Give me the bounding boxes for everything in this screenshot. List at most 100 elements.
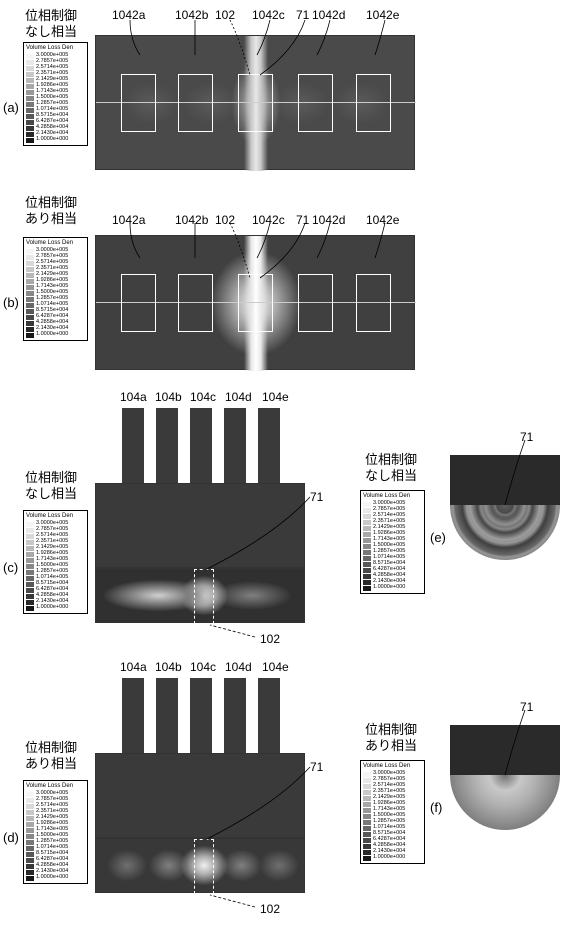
legend-swatch — [26, 546, 34, 551]
legend-f: Volume Loss Den 3.0000e+0052.7857e+0052.… — [360, 760, 425, 864]
bar-d-2 — [190, 678, 212, 753]
legend-swatch — [363, 556, 371, 561]
legend-a: Volume Loss Den 3.0000e+0052.7857e+0052.… — [23, 42, 88, 146]
legend-swatch — [26, 876, 34, 881]
rect-a-2 — [238, 74, 273, 132]
legend-swatch — [26, 810, 34, 815]
panel-label-a: (a) — [3, 100, 19, 115]
legend-row: 1.0000e+000 — [26, 332, 85, 338]
legend-swatch — [26, 564, 34, 569]
rect-a-3 — [298, 74, 333, 132]
legend-swatch — [26, 120, 34, 125]
legend-swatch — [26, 132, 34, 137]
legend-swatch — [363, 526, 371, 531]
legend-swatch — [363, 772, 371, 777]
legend-swatch — [363, 778, 371, 783]
legend-swatch — [26, 822, 34, 827]
legend-row: 1.0000e+000 — [363, 585, 422, 591]
legend-body-d: 3.0000e+0052.7857e+0052.5714e+0052.3571e… — [26, 791, 85, 881]
rect-a-4 — [356, 74, 391, 132]
legend-swatch — [26, 576, 34, 581]
legend-swatch — [26, 297, 34, 302]
title-f: 位相制御あり相当 — [365, 722, 417, 753]
lbl-c-0: 104a — [120, 390, 147, 404]
legend-title-f: Volume Loss Den — [363, 763, 422, 769]
legend-swatch — [26, 66, 34, 71]
bar-d-3 — [224, 678, 246, 753]
legend-swatch — [26, 858, 34, 863]
legend-body-b: 3.0000e+0052.7857e+0052.5714e+0052.3571e… — [26, 248, 85, 338]
legend-swatch — [26, 102, 34, 107]
legend-swatch — [363, 790, 371, 795]
bar-d-4 — [258, 678, 280, 753]
legend-swatch — [26, 798, 34, 803]
bar-c-3 — [224, 408, 246, 483]
legend-title-c: Volume Loss Den — [26, 513, 85, 519]
legend-swatch — [363, 520, 371, 525]
legend-body-a: 3.0000e+0052.7857e+0052.5714e+0052.3571e… — [26, 53, 85, 143]
legend-swatch — [363, 574, 371, 579]
legend-swatch — [26, 852, 34, 857]
legend-swatch — [363, 562, 371, 567]
rect-a-1 — [178, 74, 213, 132]
legend-body-f: 3.0000e+0052.7857e+0052.5714e+0052.3571e… — [363, 771, 422, 861]
panel-label-f: (f) — [430, 800, 442, 815]
semi-wrap-f — [450, 775, 560, 845]
bar-c-1 — [156, 408, 178, 483]
legend-swatch — [363, 838, 371, 843]
legend-row: 1.0000e+000 — [26, 137, 85, 143]
legend-swatch — [26, 96, 34, 101]
legend-swatch — [363, 802, 371, 807]
legend-swatch — [26, 594, 34, 599]
lbl-c-1: 104b — [155, 390, 182, 404]
legend-swatch — [26, 249, 34, 254]
legend-swatch — [26, 291, 34, 296]
legend-swatch — [26, 255, 34, 260]
legend-value: 1.0000e+000 — [36, 137, 68, 143]
lbl-d-1: 104b — [155, 660, 182, 674]
legend-value: 1.0000e+000 — [373, 585, 405, 591]
legend-swatch — [363, 538, 371, 543]
leaders-f — [450, 708, 570, 778]
legend-swatch — [26, 522, 34, 527]
legend-body-e: 3.0000e+0052.7857e+0052.5714e+0052.3571e… — [363, 501, 422, 591]
bar-c-0 — [122, 408, 144, 483]
legend-swatch — [26, 528, 34, 533]
title-e: 位相制御なし相当 — [365, 452, 417, 483]
legend-swatch — [26, 558, 34, 563]
legend-swatch — [26, 864, 34, 869]
legend-swatch — [26, 828, 34, 833]
legend-swatch — [26, 78, 34, 83]
panel-label-b: (b) — [3, 295, 19, 310]
legend-swatch — [26, 606, 34, 611]
bar-c-2 — [190, 408, 212, 483]
legend-value: 1.0000e+000 — [36, 332, 68, 338]
legend-value: 1.0000e+000 — [36, 605, 68, 611]
legend-swatch — [26, 570, 34, 575]
legend-swatch — [363, 856, 371, 861]
lbl-d-4: 104e — [262, 660, 289, 674]
legend-swatch — [26, 816, 34, 821]
lbl-c-4: 104e — [262, 390, 289, 404]
legend-swatch — [363, 550, 371, 555]
legend-c: Volume Loss Den 3.0000e+0052.7857e+0052.… — [23, 510, 88, 614]
legend-swatch — [363, 844, 371, 849]
semi-wrap-e — [450, 505, 560, 575]
panel-label-c: (c) — [3, 560, 18, 575]
legend-swatch — [26, 534, 34, 539]
legend-swatch — [26, 870, 34, 875]
legend-swatch — [363, 796, 371, 801]
legend-swatch — [26, 267, 34, 272]
legend-swatch — [26, 273, 34, 278]
leaders-e — [450, 438, 570, 508]
legend-swatch — [26, 279, 34, 284]
legend-title-b: Volume Loss Den — [26, 240, 85, 246]
title-a: 位相制御なし相当 — [25, 8, 77, 39]
legend-swatch — [363, 784, 371, 789]
legend-swatch — [26, 285, 34, 290]
leaders-b — [95, 223, 425, 283]
legend-swatch — [363, 814, 371, 819]
legend-swatch — [26, 321, 34, 326]
legend-swatch — [26, 261, 34, 266]
legend-swatch — [26, 114, 34, 119]
